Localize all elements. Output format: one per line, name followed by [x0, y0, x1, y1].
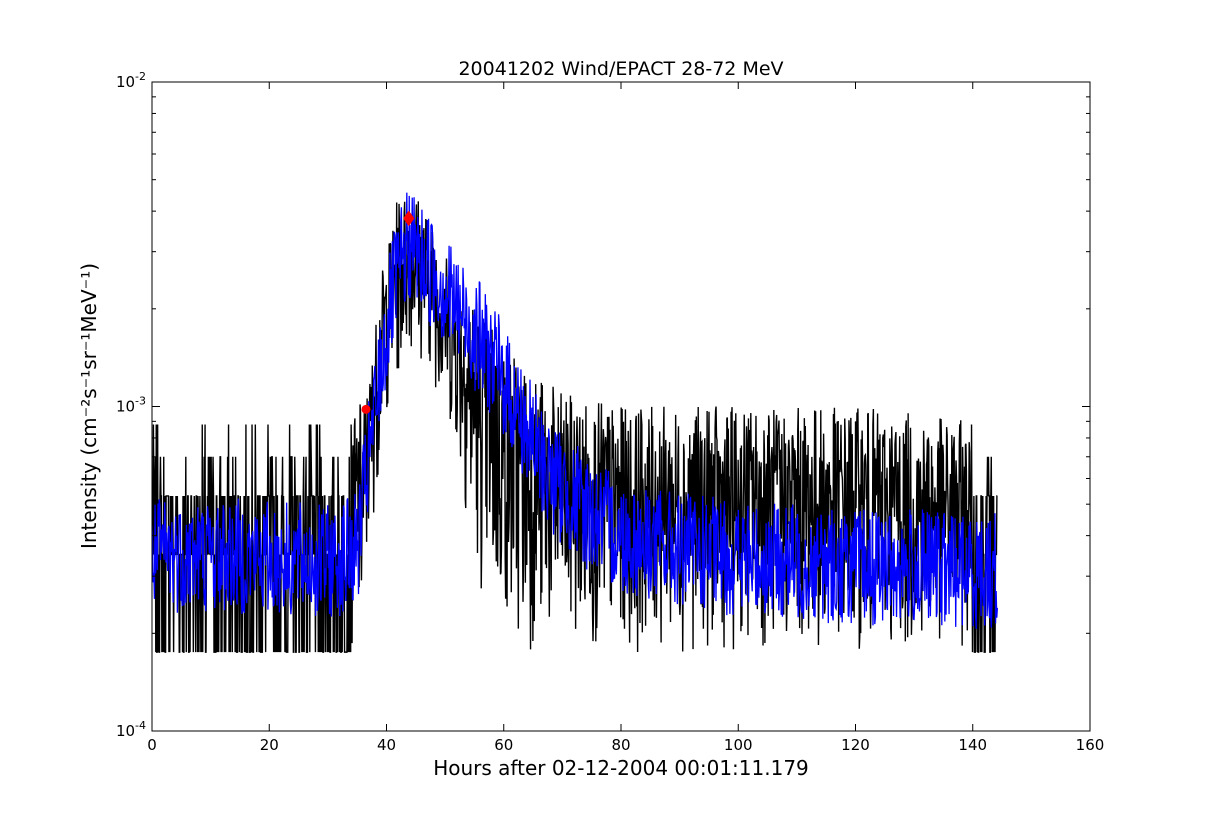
onset-marker	[361, 404, 371, 414]
x-tick-label: 60	[494, 736, 513, 754]
x-tick-label: 100	[724, 736, 753, 754]
peak-marker	[403, 210, 415, 227]
x-tick-label: 80	[611, 736, 630, 754]
y-tick-label: 10-3	[116, 395, 146, 416]
y-axis-label: Intensity (cm⁻²s⁻¹sr⁻¹MeV⁻¹)	[77, 263, 101, 549]
x-tick-label: 20	[260, 736, 279, 754]
y-tick-label: 10-2	[116, 70, 146, 91]
x-tick-label: 160	[1076, 736, 1105, 754]
x-tick-label: 140	[958, 736, 987, 754]
x-axis-label: Hours after 02-12-2004 00:01:11.179	[433, 756, 809, 780]
x-tick-label: 0	[147, 736, 157, 754]
marker-layer	[361, 210, 415, 414]
smoothed-intensity-series	[152, 192, 999, 629]
x-tick-label: 40	[377, 736, 396, 754]
x-tick-label: 120	[841, 736, 870, 754]
y-axis: 10-4 10-3 10-2	[116, 70, 1090, 740]
chart-title: 20041202 Wind/EPACT 28-72 MeV	[458, 58, 783, 80]
y-tick-label: 10-4	[116, 719, 146, 740]
x-axis: 0 20 40 60 80 100 120 140 160	[147, 82, 1104, 754]
smoothed-intensity-line	[152, 192, 999, 629]
